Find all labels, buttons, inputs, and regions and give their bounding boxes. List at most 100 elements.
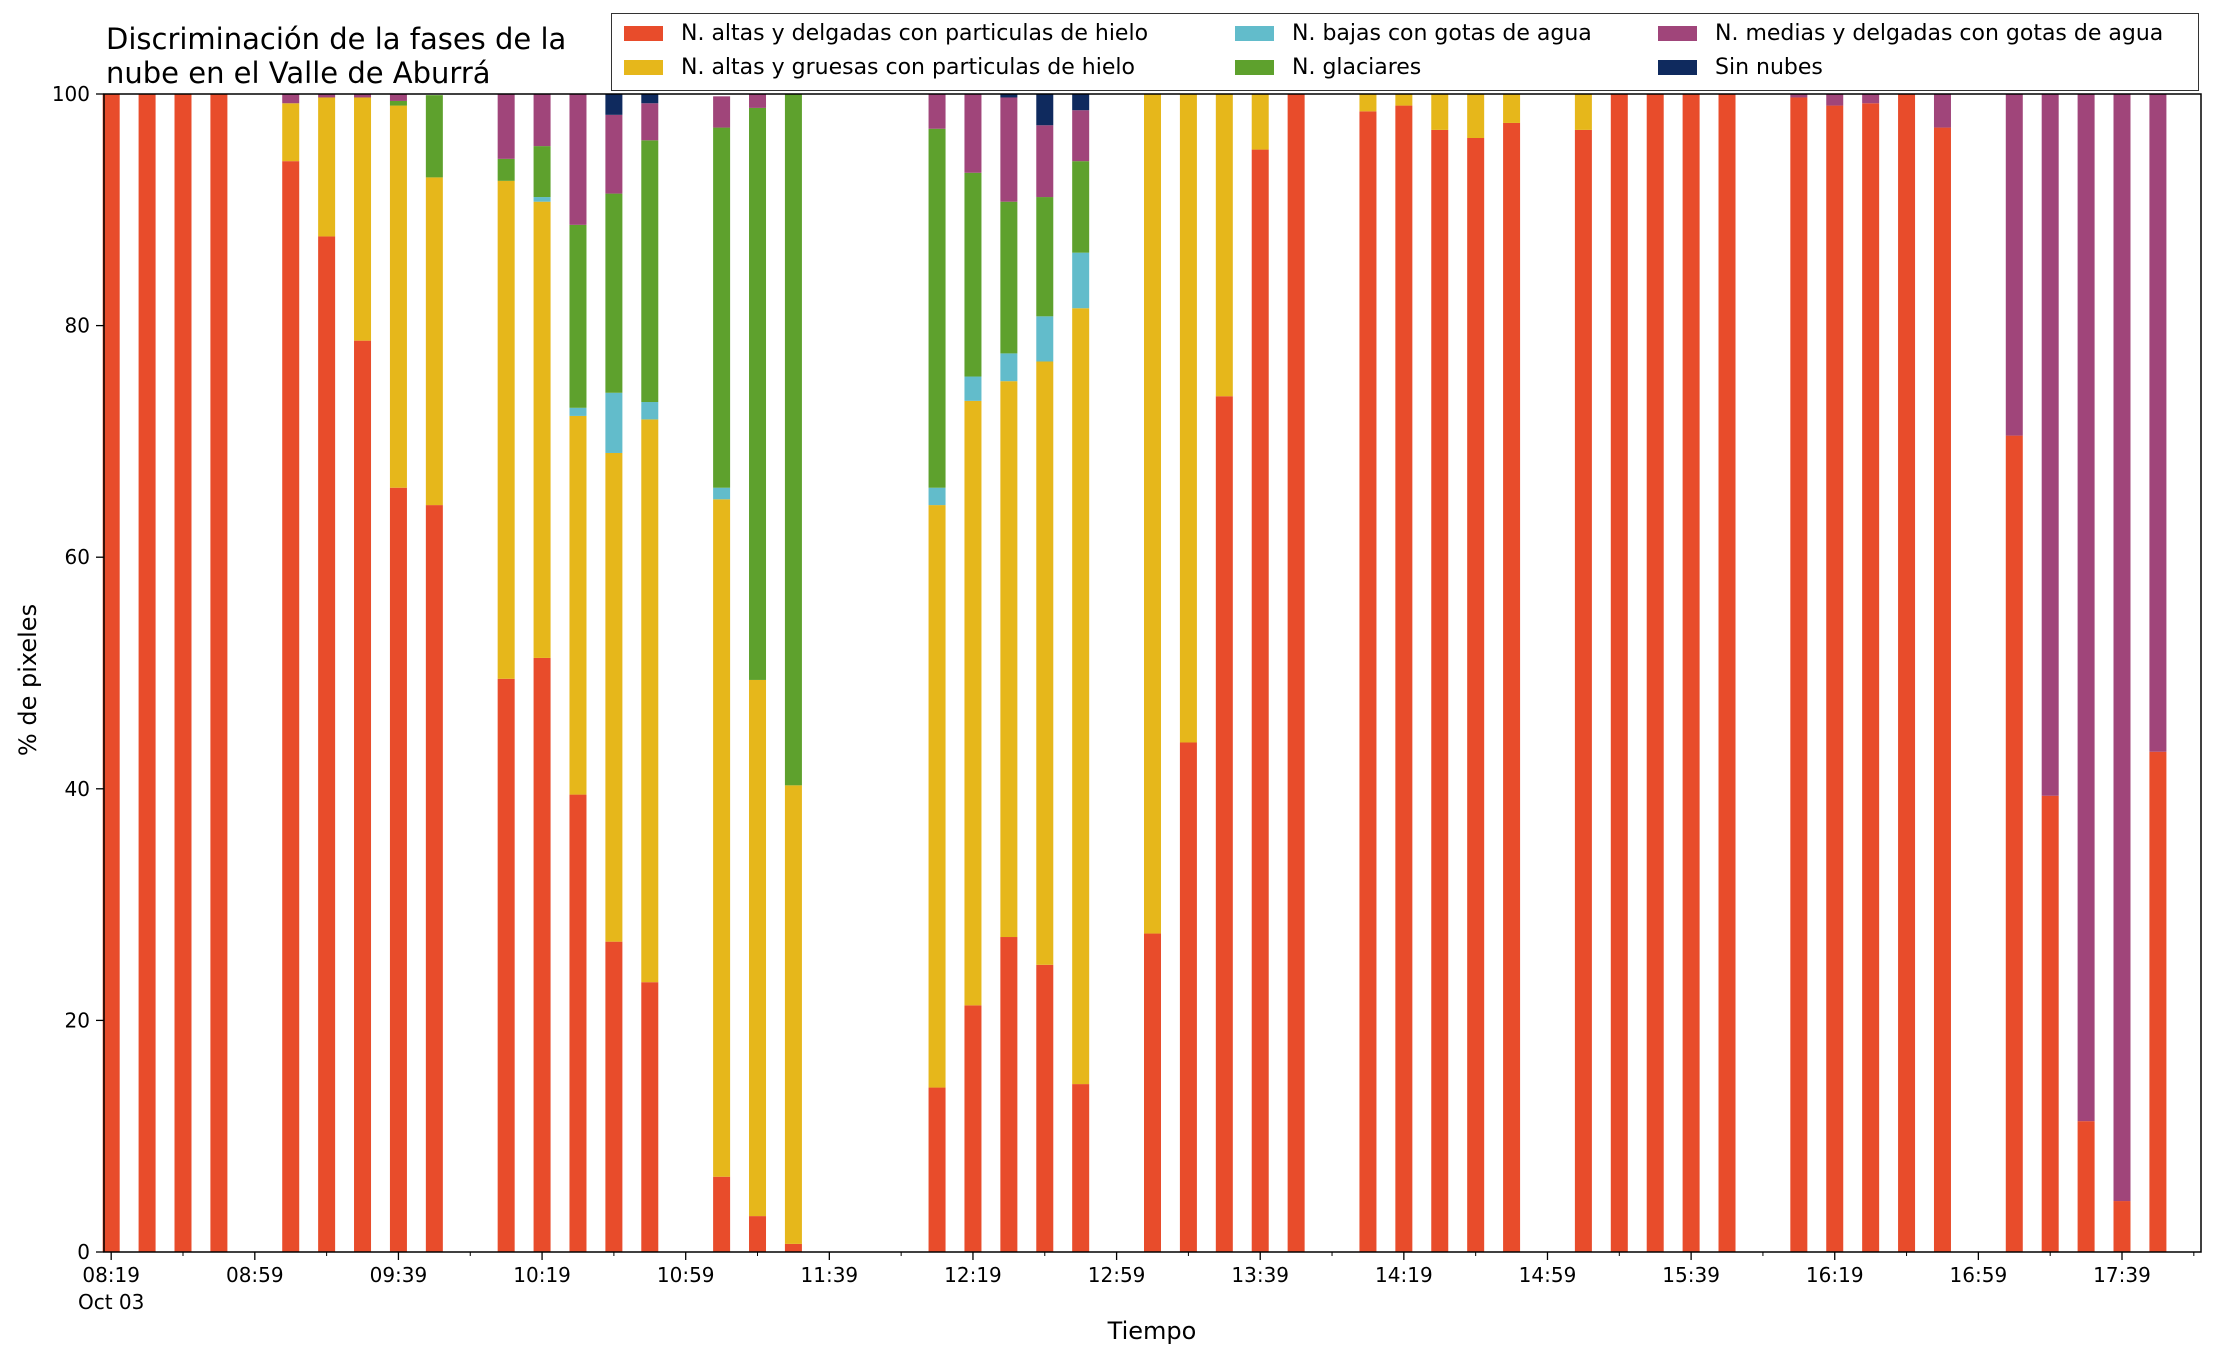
chart-title: Discriminación de la fases de la nube en…: [106, 22, 626, 90]
bar-segment-5-19: [1000, 94, 1018, 98]
bar-segment-3-10: [533, 146, 551, 198]
bar-segment-0-6: [354, 340, 372, 1252]
bar-segment-1-7: [389, 105, 407, 488]
bar-segment-4-7: [389, 94, 407, 101]
bar-segment-1-13: [641, 419, 659, 983]
bar-segment-1-32: [1574, 94, 1592, 130]
bar-segment-5-13: [641, 94, 659, 104]
bar-segment-1-27: [1359, 94, 1377, 112]
y-tick-label-4: 80: [65, 314, 90, 338]
bar-segment-3-17: [928, 128, 946, 488]
bar-segment-0-39: [1862, 103, 1880, 1252]
bar-segment-1-30: [1467, 94, 1485, 138]
bar-segment-0-25: [1251, 149, 1269, 1253]
plot-frame: [103, 93, 2202, 1253]
bar-segment-1-8: [425, 177, 443, 506]
legend-label-sin-nubes: Sin nubes: [1715, 55, 1823, 80]
bar-segment-4-14: [713, 96, 731, 128]
bar-segment-0-46: [2149, 751, 2167, 1252]
bar-segment-1-17: [928, 505, 946, 1088]
bar-segment-1-21: [1072, 308, 1090, 1085]
bar-segment-5-20: [1036, 94, 1054, 126]
x-tick-label-8: 13:39: [1231, 1263, 1289, 1287]
bar-segment-0-22: [1144, 933, 1161, 1252]
legend-item-sin-nubes: Sin nubes: [1658, 55, 1823, 80]
bar-segment-4-15: [749, 94, 767, 108]
bar-segment-1-14: [713, 499, 731, 1177]
bar-segment-1-28: [1395, 94, 1413, 106]
bar-segment-0-13: [641, 982, 659, 1252]
bar-segment-3-19: [1000, 201, 1018, 354]
x-tick-label-6: 12:19: [944, 1263, 1002, 1287]
bar-segment-2-10: [533, 197, 551, 202]
legend-swatch-sin-nubes: [1658, 60, 1697, 75]
bar-segment-1-11: [569, 415, 587, 795]
bar-segment-0-45: [2113, 1201, 2131, 1252]
bar-segment-0-18: [964, 1005, 982, 1252]
bar-segment-1-25: [1251, 94, 1269, 150]
bar-segment-1-31: [1503, 94, 1521, 123]
bar-segment-1-5: [318, 97, 336, 237]
bar-segment-0-42: [2005, 435, 2023, 1252]
bar-segment-2-12: [605, 392, 623, 453]
bar-segment-4-5: [318, 94, 336, 98]
bar-segment-1-10: [533, 201, 551, 658]
bar-segment-1-24: [1215, 94, 1233, 397]
bar-segment-1-15: [749, 679, 767, 1217]
bar-segment-0-19: [1000, 937, 1018, 1252]
bar-segment-2-20: [1036, 316, 1054, 362]
bar-segment-0-23: [1179, 742, 1197, 1252]
legend-item-bajas-gotas: N. bajas con gotas de agua: [1235, 21, 1592, 46]
legend-label-altas-gruesas: N. altas y gruesas con particulas de hie…: [681, 55, 1135, 80]
x-tick-label-12: 16:19: [1806, 1263, 1864, 1287]
x-tick-label-0: 08:19: [82, 1263, 140, 1287]
legend-item-altas-gruesas: N. altas y gruesas con particulas de hie…: [624, 55, 1135, 80]
y-axis-label: % de pixeles: [14, 604, 42, 756]
x-tick-label-4: 10:59: [657, 1263, 715, 1287]
legend-item-medias-gotas: N. medias y delgadas con gotas de agua: [1658, 21, 2163, 46]
bar-segment-1-16: [784, 785, 802, 1244]
bar-segment-0-36: [1718, 94, 1736, 1252]
bar-segment-4-44: [2077, 94, 2095, 1122]
bar-segment-1-22: [1144, 94, 1161, 934]
bar-segment-0-32: [1574, 129, 1592, 1252]
bar-segment-3-20: [1036, 197, 1054, 317]
bar-group: [102, 94, 2167, 1253]
bar-segment-2-21: [1072, 252, 1090, 309]
x-axis-label: Tiempo: [1107, 1317, 1197, 1345]
bar-segment-0-5: [318, 236, 336, 1252]
bar-segment-0-37: [1790, 97, 1808, 1253]
bar-segment-4-43: [2041, 94, 2059, 796]
legend-swatch-altas-delgadas: [624, 26, 663, 41]
bar-segment-4-19: [1000, 97, 1018, 202]
bar-segment-0-2: [174, 94, 192, 1252]
bar-segment-0-34: [1646, 94, 1664, 1252]
bar-segment-0-12: [605, 941, 623, 1252]
bar-segment-0-16: [784, 1243, 802, 1252]
bar-segment-0-7: [389, 487, 407, 1253]
bar-segment-2-14: [713, 487, 731, 500]
legend-swatch-bajas-gotas: [1235, 26, 1274, 41]
bar-segment-0-43: [2041, 795, 2059, 1252]
bar-segment-4-45: [2113, 94, 2131, 1202]
bar-segment-4-46: [2149, 94, 2167, 752]
bar-segment-1-20: [1036, 361, 1054, 965]
bar-segment-4-10: [533, 94, 551, 147]
bar-segment-0-41: [1933, 127, 1951, 1253]
legend-label-altas-delgadas: N. altas y delgadas con particulas de hi…: [681, 21, 1149, 46]
axes-group: 0 20 40 60 80 100 08:19 Oct 03 08:59 09:39 10:19 10…: [52, 82, 2202, 1314]
legend-swatch-medias-gotas: [1658, 26, 1697, 41]
bar-segment-1-9: [497, 180, 515, 679]
bar-segment-0-17: [928, 1087, 946, 1252]
x-tick-label-10: 14:59: [1519, 1263, 1577, 1287]
bar-segment-0-26: [1287, 94, 1305, 1252]
bar-segment-4-13: [641, 103, 659, 141]
y-tick-label-3: 60: [65, 545, 90, 569]
bar-segment-0-27: [1359, 111, 1377, 1253]
bar-segment-0-33: [1610, 94, 1628, 1252]
bar-segment-4-11: [569, 94, 587, 225]
bar-segment-0-21: [1072, 1084, 1090, 1252]
y-tick-label-1: 20: [65, 1008, 90, 1032]
bar-segment-0-35: [1682, 94, 1700, 1252]
